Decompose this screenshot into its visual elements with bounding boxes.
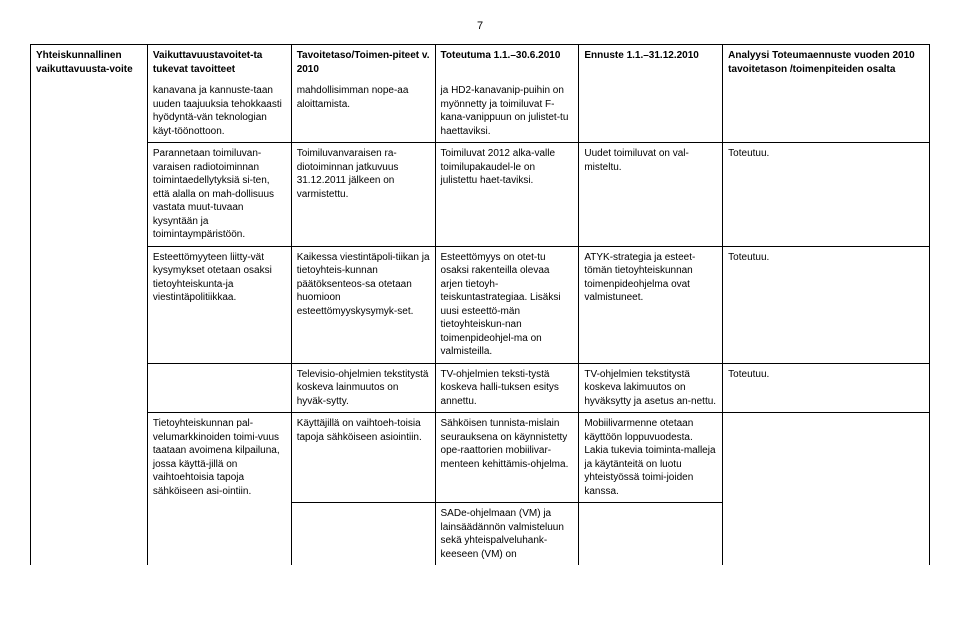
cell: Toteutuu. [723,143,930,247]
cell: Toimiluvat 2012 alka-valle toimilupakaud… [435,143,579,247]
col-header-5: Ennuste 1.1.–31.12.2010 [579,45,723,81]
cell [31,143,148,247]
cell: Esteettömyyteen liitty-vät kysymykset ot… [147,246,291,363]
cell: Kaikessa viestintäpoli-tiikan ja tietoyh… [291,246,435,363]
cell: Toimiluvanvaraisen ra-diotoiminnan jatku… [291,143,435,247]
cell: ja HD2-kanavanip-puihin on myönnetty ja … [435,80,579,143]
cell: Käyttäjillä on vaihtoeh-toisia tapoja sä… [291,413,435,503]
col-header-6: Analyysi Toteumaennuste vuoden 2010 tavo… [723,45,930,81]
col-header-1: Yhteiskunnallinen vaikuttavuusta-voite [31,45,148,81]
cell: Tietoyhteiskunnan pal-velumarkkinoiden t… [147,413,291,503]
cell: ATYK-strategia ja esteet-tömän tietoyhte… [579,246,723,363]
cell: Sähköisen tunnista-mislain seurauksena o… [435,413,579,503]
cell [147,363,291,413]
cell: mahdollisimman nope-aa aloittamista. [291,80,435,143]
col-header-3: Tavoitetaso/Toimen-piteet v. 2010 [291,45,435,81]
table-row: Televisio-ohjelmien tekstitystä koskeva … [31,363,930,413]
table-row: Tietoyhteiskunnan pal-velumarkkinoiden t… [31,413,930,503]
table-row: SADe-ohjelmaan (VM) ja lainsäädännön val… [31,503,930,566]
cell [723,503,930,566]
data-table: Yhteiskunnallinen vaikuttavuusta-voite V… [30,44,930,565]
col-header-2: Vaikuttavuustavoitet-ta tukevat tavoitte… [147,45,291,81]
cell: kanavana ja kannuste-taan uuden taajuuks… [147,80,291,143]
page-number: 7 [30,20,930,32]
cell: Uudet toimiluvat on val-misteltu. [579,143,723,247]
table-header-row: Yhteiskunnallinen vaikuttavuusta-voite V… [31,45,930,81]
col-header-4: Toteutuma 1.1.–30.6.2010 [435,45,579,81]
cell [31,503,148,566]
cell: Parannetaan toimiluvan-varaisen radiotoi… [147,143,291,247]
cell [31,246,148,363]
cell [31,363,148,413]
cell: TV-ohjelmien teksti-tystä koskeva halli-… [435,363,579,413]
table-row: Parannetaan toimiluvan-varaisen radiotoi… [31,143,930,247]
cell: Toteutuu. [723,246,930,363]
cell [723,80,930,143]
cell [147,503,291,566]
cell [31,80,148,143]
cell: Toteutuu. [723,363,930,413]
cell: Mobiilivarmenne otetaan käyttöön loppuvu… [579,413,723,503]
table-row: kanavana ja kannuste-taan uuden taajuuks… [31,80,930,143]
cell: SADe-ohjelmaan (VM) ja lainsäädännön val… [435,503,579,566]
cell: Esteettömyys on otet-tu osaksi rakenteil… [435,246,579,363]
cell: TV-ohjelmien tekstitystä koskeva lakimuu… [579,363,723,413]
cell [579,80,723,143]
cell: Televisio-ohjelmien tekstitystä koskeva … [291,363,435,413]
cell [723,413,930,503]
table-row: Esteettömyyteen liitty-vät kysymykset ot… [31,246,930,363]
cell [31,413,148,503]
cell [291,503,435,566]
cell [579,503,723,566]
